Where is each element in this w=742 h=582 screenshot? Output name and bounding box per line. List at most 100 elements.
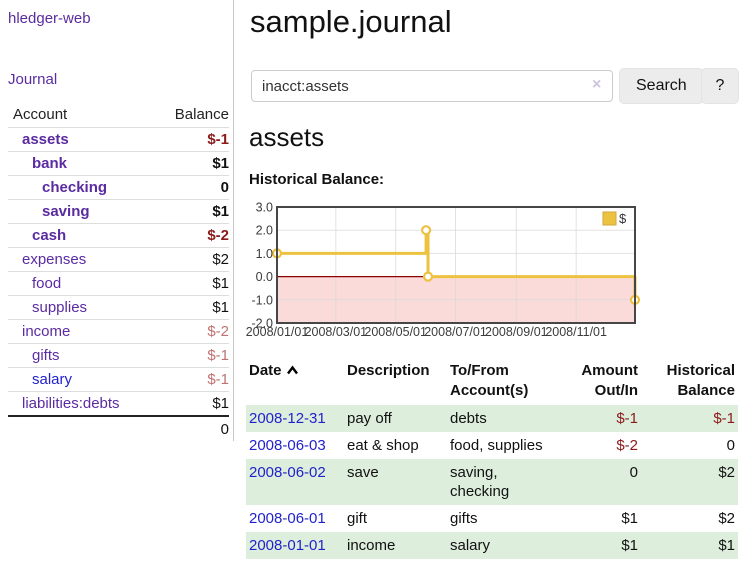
transaction-date-link[interactable]: 2008-01-01 [249,537,326,554]
balance-chart: $3.0 2.0 1.0 0.0 -1.0 -2.0 2008/01/01 2008/03/0… [240,201,742,343]
account-link-cash[interactable]: cash [32,227,67,244]
help-button[interactable]: ? [701,68,739,104]
account-balance: $-2 [207,227,229,244]
register-header-amount: Amount Out/In [581,362,638,399]
account-row: liabilities:debts $1 [8,391,229,416]
accounts-header-account: Account [13,106,68,123]
transaction-amount: $-1 [616,410,638,427]
transaction-date-link[interactable]: 2008-12-31 [249,410,326,427]
transaction-accounts: salary [450,537,491,554]
account-balance: $1 [212,275,229,292]
transaction-balance: $-1 [713,410,735,427]
account-link-supplies[interactable]: supplies [32,299,88,316]
register-header-balance: Historical Balance [666,362,735,399]
account-link-salary[interactable]: salary [32,371,73,388]
register-header-date[interactable]: Date [246,357,344,405]
page-title: sample.journal [250,4,452,39]
account-row: cash $-2 [8,223,229,248]
transaction-balance: $1 [718,537,735,554]
transaction-description: save [347,464,379,481]
accounts-header-row: Account Balance [8,103,229,128]
chart-border [276,206,636,324]
account-row: bank $1 [8,151,229,176]
account-link-liabilities-debts[interactable]: liabilities:debts [22,395,120,412]
account-row: assets $-1 [8,127,229,152]
legend-label: $ [619,211,627,226]
clear-search-icon[interactable]: × [592,76,602,93]
transaction-amount: $1 [621,510,638,527]
x-axis-tick-label: 2008/09/01 [485,325,548,339]
account-link-expenses[interactable]: expenses [22,251,87,268]
account-balance: $-1 [207,371,229,388]
account-balance: $-1 [207,347,229,364]
search-button[interactable]: Search [619,68,704,104]
account-link-assets[interactable]: assets [22,131,69,148]
search-input[interactable] [251,70,613,102]
register-table: Date Description To/From Account(s) Amou… [246,357,738,559]
account-row: expenses $2 [8,247,229,272]
transaction-date-link[interactable]: 2008-06-03 [249,437,326,454]
transaction-amount: 0 [629,464,638,481]
sort-ascending-icon [286,362,299,382]
app-brand-link[interactable]: hledger-web [8,10,91,27]
y-axis-tick-label: 2.0 [256,224,273,238]
account-balance: $2 [212,251,229,268]
account-link-saving[interactable]: saving [42,203,90,220]
account-balance: $1 [212,299,229,316]
account-row: saving $1 [8,199,229,224]
x-axis-tick-label: 2008/07/01 [424,325,487,339]
accounts-table: Account Balance assets $-1 bank $1 checking 0… [8,103,229,442]
account-row: gifts $-1 [8,343,229,368]
account-row: income $-2 [8,319,229,344]
legend-swatch [602,211,617,226]
x-axis-tick-label: 2008/11/01 [545,325,607,339]
transaction-date-link[interactable]: 2008-06-02 [249,464,326,481]
account-row: supplies $1 [8,295,229,320]
account-link-food[interactable]: food [32,275,62,292]
y-axis-tick-label: 1.0 [256,247,273,261]
transaction-description: pay off [347,410,392,427]
transaction-description: eat & shop [347,437,419,454]
transaction-description: income [347,537,396,554]
accounts-total-row: 0 [8,415,229,442]
sidebar: hledger-web Journal Account Balance asse… [0,0,234,442]
y-axis-tick-label: 0.0 [256,270,273,284]
x-axis-tick-label: 2008/03/01 [305,325,368,339]
register-row: 2008-06-02 save saving, checking 0 $2 [246,459,738,505]
account-row: salary $-1 [8,367,229,392]
register-row: 2008-06-01 gift gifts $1 $2 [246,505,738,532]
account-balance: 0 [220,179,229,196]
transaction-date-link[interactable]: 2008-06-01 [249,510,326,527]
chart-data-point [422,271,434,282]
x-axis-tick-label: 2008/01/01 [246,325,309,339]
account-balance: $-2 [207,323,229,340]
x-axis-tick-label: 2008/05/01 [364,325,427,339]
account-balance: $1 [212,203,229,220]
register-header-accounts: To/From Account(s) [450,362,529,399]
account-link-gifts[interactable]: gifts [32,347,60,364]
account-row: checking 0 [8,175,229,200]
sidebar-item-journal[interactable]: Journal [8,71,58,88]
transaction-accounts: gifts [450,510,478,527]
y-axis-tick-label: -2.0 [251,317,273,331]
transaction-accounts: debts [450,410,487,427]
register-row: 2008-12-31 pay off debts $-1 $-1 [246,405,738,432]
balance-chart-svg: $3.0 2.0 1.0 0.0 -1.0 -2.02008/01/012008/03/0… [246,201,641,339]
register-header-date-label: Date [249,362,282,379]
account-link-checking[interactable]: checking [42,179,108,196]
account-balance: $1 [212,395,229,412]
register-row: 2008-01-01 income salary $1 $1 [246,532,738,559]
account-link-bank[interactable]: bank [32,155,68,172]
register-header-description: Description [347,362,430,379]
account-link-income[interactable]: income [22,323,71,340]
accounts-total-balance: 0 [152,415,229,442]
y-axis-tick-label: 3.0 [256,201,273,215]
transaction-balance: $2 [718,510,735,527]
account-heading: assets [249,122,325,152]
chart-data-point [420,225,432,236]
accounts-total-spacer [8,415,153,442]
chart-title: Historical Balance: [249,171,385,188]
register-header-row: Date Description To/From Account(s) Amou… [246,357,738,405]
accounts-header-balance: Balance [174,106,229,123]
